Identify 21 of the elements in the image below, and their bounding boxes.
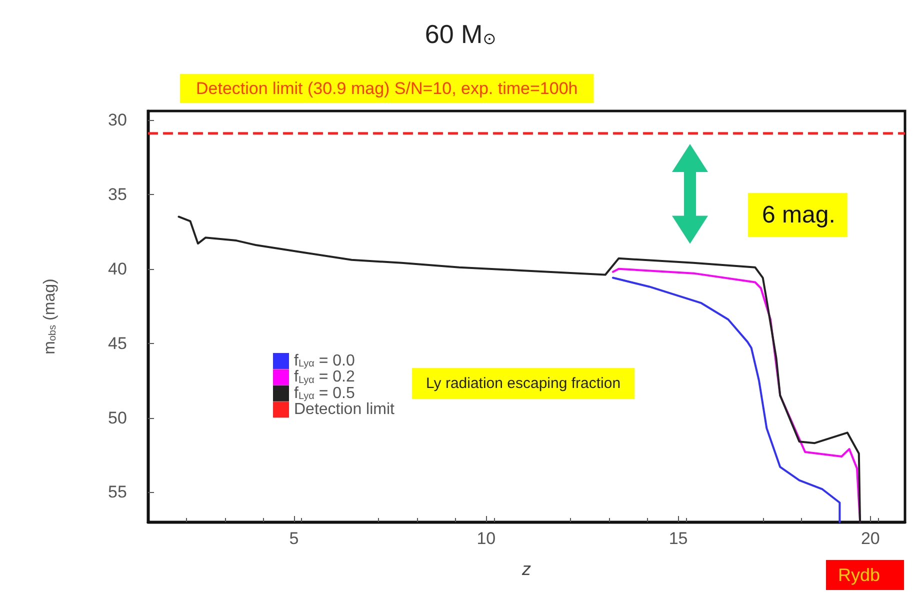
x-tick-label: 15 (668, 529, 688, 548)
legend-label: Detection limit (294, 401, 396, 418)
legend-label: fLyα = 0.5 (294, 384, 355, 402)
x-tick-label: 5 (289, 529, 299, 548)
x-tick-label: 10 (476, 529, 496, 548)
y-tick-label: 35 (108, 184, 127, 204)
y-tick-label: 40 (108, 259, 127, 278)
y-axis-title: mobs (mag) (41, 278, 58, 354)
y-tick-label: 45 (108, 334, 127, 353)
y-tick-label: 55 (108, 482, 127, 502)
annotation: Ly radiation escaping fraction (426, 375, 621, 392)
text: Rydb (838, 565, 880, 585)
text: Detection limit (30.9 mag) S/N=10, exp. time=100h (196, 79, 578, 98)
y-tick-label: 30 (108, 110, 127, 130)
y-tick-label: 50 (108, 408, 127, 428)
annotation: 6 mag. (762, 202, 836, 228)
legend-label: fLyα = 0.0 (294, 352, 355, 370)
x-tick-label: 20 (860, 529, 880, 548)
legend-label: fLyα = 0.2 (294, 368, 355, 386)
x-axis-title: z (521, 559, 531, 579)
chart-title: 60 M⊙ (424, 19, 496, 50)
